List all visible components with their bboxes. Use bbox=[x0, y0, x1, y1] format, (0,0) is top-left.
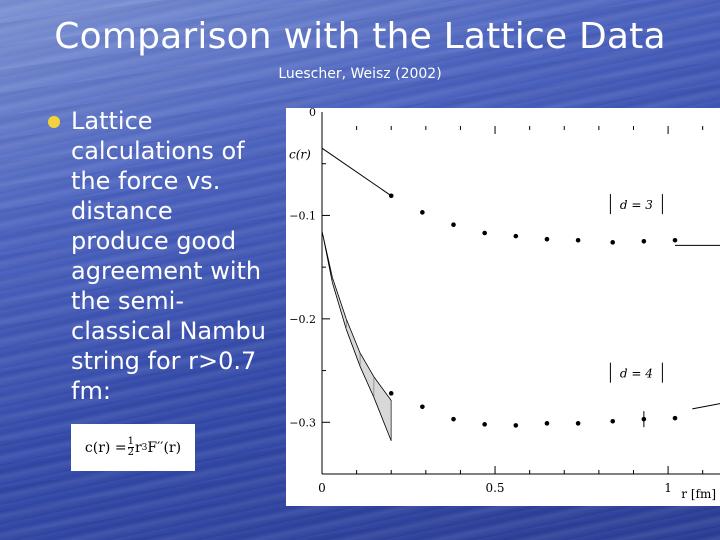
lattice-plot: 0 0.5 1 0 −0.1 −0.2 −0.3 c(r) r [fm] d = 3 d = 4 bbox=[289, 108, 720, 501]
data-point bbox=[513, 233, 519, 239]
data-point bbox=[641, 238, 647, 244]
x-tick-label: 0.5 bbox=[485, 481, 504, 495]
data-point bbox=[610, 240, 616, 245]
y-tick-label: −0.1 bbox=[289, 209, 316, 222]
slide-subtitle: Luescher, Weisz (2002) bbox=[278, 66, 442, 82]
data-point bbox=[451, 222, 456, 228]
data-point bbox=[420, 210, 425, 215]
data-point bbox=[482, 422, 487, 427]
bullet-text: Lattice calculations of the force vs. di… bbox=[71, 107, 266, 405]
y-tick-label: −0.3 bbox=[289, 416, 316, 429]
data-point bbox=[610, 418, 616, 424]
formula-fraction: 1 2 bbox=[127, 436, 134, 458]
data-point bbox=[575, 237, 581, 243]
data-point bbox=[513, 423, 519, 428]
data-point bbox=[672, 415, 678, 421]
series-label: d = 3 bbox=[620, 198, 653, 212]
formula-frac-den: 2 bbox=[127, 447, 134, 458]
y-tick-label: −0.2 bbox=[289, 313, 316, 326]
formula-exp: 3 bbox=[141, 442, 148, 453]
x-tick-label: 1 bbox=[664, 481, 672, 495]
plot-panel: 0 0.5 1 0 −0.1 −0.2 −0.3 c(r) r [fm] d = 3 d = 4 bbox=[286, 108, 720, 506]
y-axis-label: c(r) bbox=[289, 148, 311, 162]
data-point bbox=[451, 416, 456, 422]
y-tick-label: 0 bbox=[309, 108, 316, 119]
plot-axes: 0 0.5 1 0 −0.1 −0.2 −0.3 c(r) r [fm] bbox=[289, 108, 720, 501]
formula-frac-num: 1 bbox=[127, 436, 134, 448]
perturbative-curve bbox=[321, 147, 392, 197]
asymptote-line bbox=[692, 403, 720, 410]
formula-box: c(r) = 1 2 r 3 F′′(r) bbox=[71, 424, 195, 471]
slide-title: Comparison with the Lattice Data bbox=[54, 16, 666, 57]
data-point bbox=[388, 391, 394, 396]
data-point bbox=[482, 230, 487, 236]
data-point bbox=[544, 236, 550, 242]
data-point bbox=[672, 237, 678, 243]
series-label: d = 4 bbox=[620, 367, 653, 381]
perturbative-band bbox=[321, 230, 392, 442]
x-axis-label: r [fm] bbox=[681, 487, 716, 501]
bullet-dot bbox=[48, 116, 60, 128]
formula-rhs: F′′(r) bbox=[147, 439, 182, 456]
data-point bbox=[575, 421, 581, 426]
formula-r: r bbox=[134, 439, 142, 456]
data-point bbox=[544, 421, 550, 426]
data-point bbox=[420, 404, 425, 410]
plot-marks: d = 3 d = 4 bbox=[321, 147, 720, 442]
x-tick-label: 0 bbox=[318, 481, 326, 495]
formula-lhs: c(r) = bbox=[84, 439, 127, 456]
